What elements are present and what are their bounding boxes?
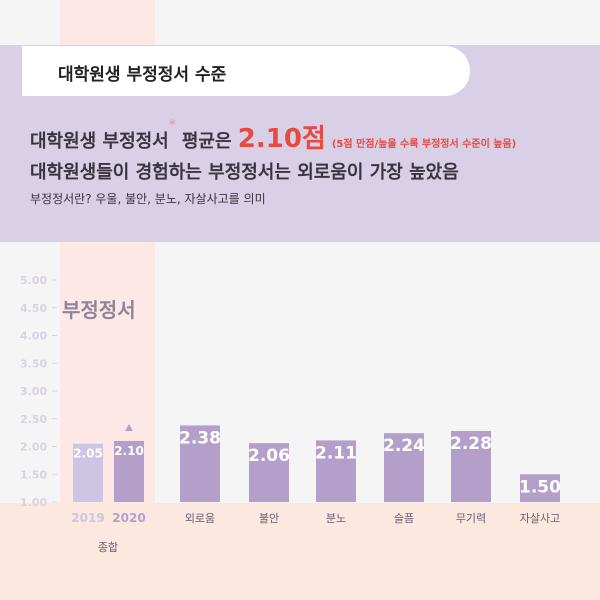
title-pill (22, 46, 470, 96)
data-label: 2.38 (179, 428, 221, 448)
x-tick-label: 외로움 (185, 512, 215, 525)
page-title: 대학원생 부정정서 수준 (58, 65, 227, 85)
data-label: 2.05 (73, 447, 103, 461)
finding-line: 대학원생들이 경험하는 부정정서는 외로움이 가장 높았음 (30, 162, 459, 183)
summary-prefix: 대학원생 부정정서 (30, 131, 169, 152)
bar (384, 433, 424, 502)
footer-band (0, 503, 600, 600)
data-label: 2.11 (315, 443, 357, 463)
group-label: 종합 (98, 541, 118, 554)
bar (73, 443, 103, 502)
y-tick-label: 5.00 (20, 274, 47, 287)
bar (249, 443, 289, 502)
y-tick-label: 4.50 (20, 302, 47, 315)
data-label: 2.28 (450, 434, 492, 454)
data-label: 2.06 (248, 446, 290, 466)
x-tick-label: 슬픔 (394, 512, 414, 525)
x-tick-label: 2020 (112, 511, 145, 525)
footnote-star: * (168, 118, 176, 133)
y-tick-label: 1.50 (20, 468, 47, 481)
y-tick-label: 4.00 (20, 330, 47, 343)
data-label: 2.10 (114, 444, 144, 458)
y-tick-label: 3.50 (20, 357, 47, 370)
scale-note: (5점 만점/높을 수록 부정정서 수준이 높음) (331, 138, 517, 150)
data-label: 2.24 (383, 436, 425, 456)
y-tick-label: 2.00 (20, 441, 47, 454)
x-tick-label: 자살사고 (520, 512, 560, 525)
increase-arrow-icon (125, 423, 133, 431)
x-tick-label: 분노 (326, 512, 346, 525)
summary-line: 대학원생 부정정서* 평균은 2.10점 (5점 만점/높을 수록 부정정서 수준… (30, 118, 516, 155)
data-label: 1.50 (519, 477, 561, 497)
bar (520, 474, 560, 502)
bar (180, 425, 220, 502)
definition-line: 부정정서란? 우울, 불안, 분노, 자살사고를 의미 (30, 192, 266, 206)
x-tick-label: 불안 (259, 512, 279, 525)
y-tick-label: 3.00 (20, 385, 47, 398)
average-value: 2.10점 (237, 124, 326, 154)
summary-mid: 평균은 (175, 131, 238, 152)
x-tick-label: 2019 (71, 511, 104, 525)
chart-title: 부정정서 (62, 298, 136, 322)
bar (114, 440, 144, 502)
bar (316, 440, 356, 502)
bar (451, 430, 491, 502)
x-tick-label: 무기력 (456, 512, 486, 525)
y-tick-label: 1.00 (20, 496, 47, 509)
y-tick-label: 2.50 (20, 413, 47, 426)
